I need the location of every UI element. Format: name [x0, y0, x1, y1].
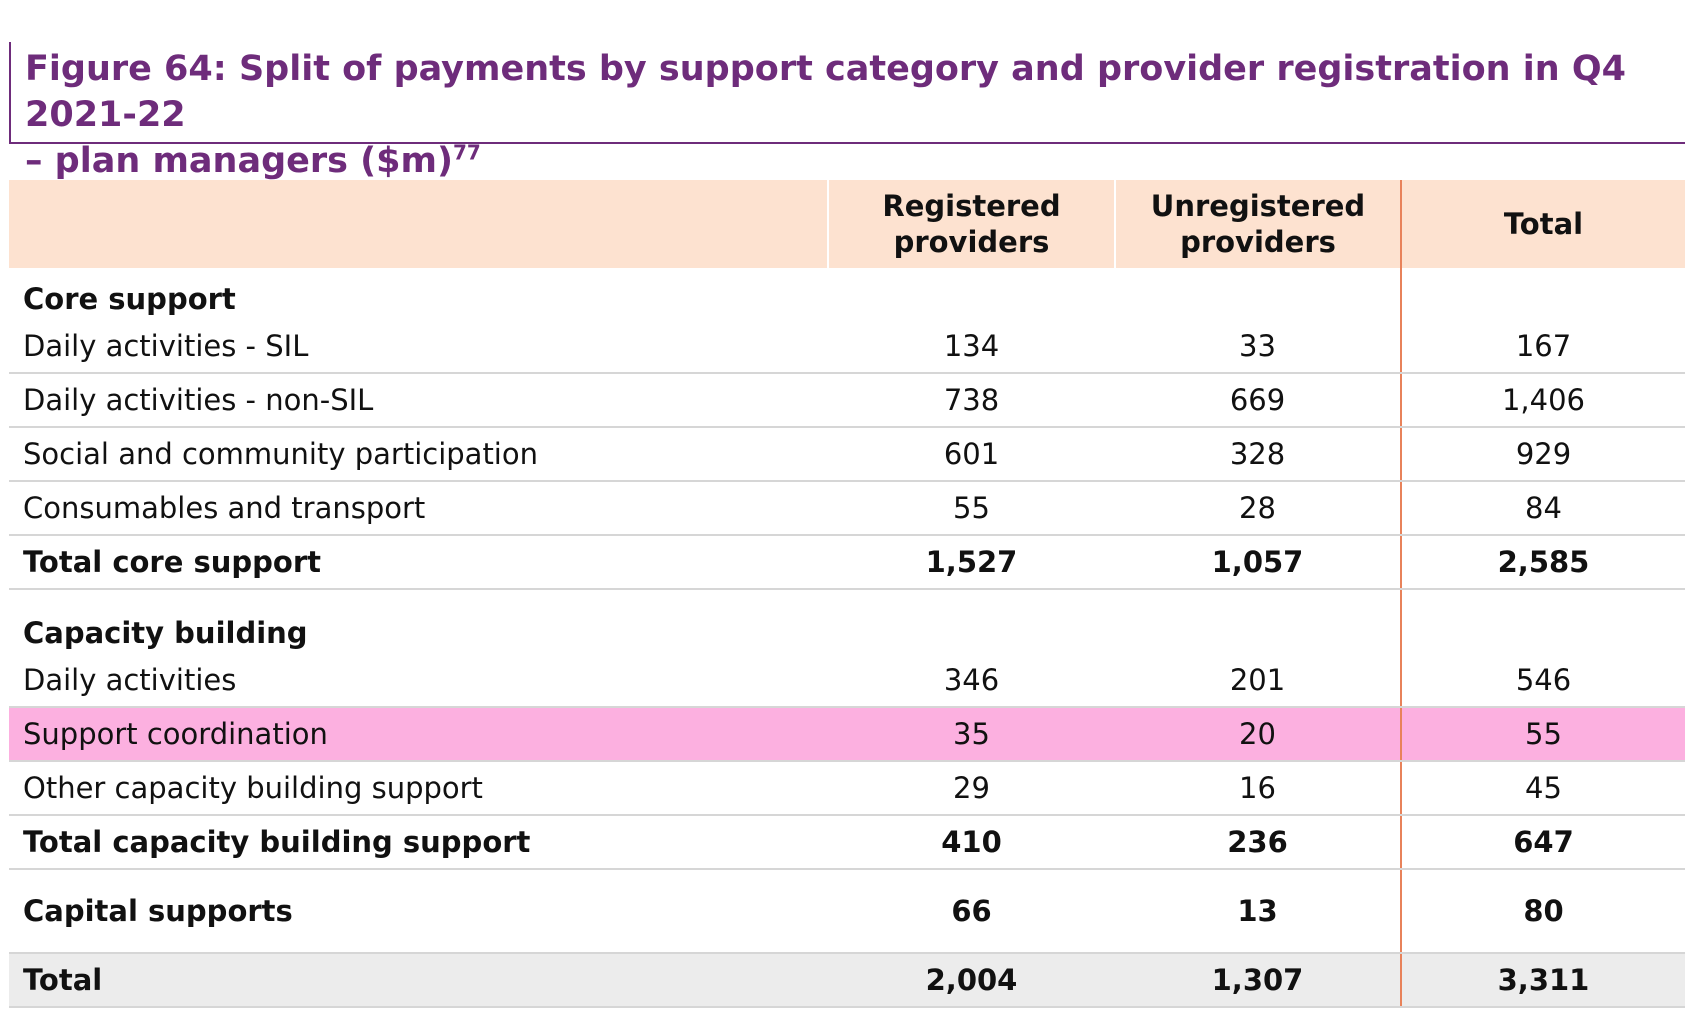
cell-unregistered: 33	[1115, 320, 1401, 374]
header-registered-l1: Registered	[882, 189, 1061, 223]
table-row: Social and community participation 601 328…	[9, 427, 1685, 482]
cell-unregistered: 1,307	[1115, 953, 1401, 1008]
cell-unregistered: 669	[1115, 373, 1401, 428]
table-row: Consumables and transport 55 28 84	[9, 481, 1685, 536]
cell-total: 1,406	[1400, 373, 1685, 428]
section-capacity-building: Capacity building	[9, 589, 1685, 654]
header-registered-l2: providers	[893, 225, 1050, 259]
cell-label: Support coordination	[9, 707, 828, 762]
cell-label: Daily activities - non-SIL	[9, 373, 828, 428]
table-row: Other capacity building support 29 16 45	[9, 761, 1685, 816]
header-registered: Registered providers	[827, 180, 1115, 268]
cell-unregistered: 328	[1115, 427, 1401, 482]
cell-registered: 2,004	[828, 953, 1115, 1008]
cell-registered: 29	[828, 761, 1115, 816]
cell-label: Total	[9, 953, 828, 1008]
cell-registered	[828, 589, 1115, 654]
cell-unregistered: 201	[1115, 654, 1401, 708]
cell-registered: 66	[828, 869, 1115, 954]
figure-title: Figure 64: Split of payments by support …	[9, 42, 1685, 181]
cell-registered: 346	[828, 654, 1115, 708]
cell-total: 84	[1400, 481, 1685, 536]
cell-registered: 738	[828, 373, 1115, 428]
cell-registered: 1,527	[828, 535, 1115, 590]
cell-total: 2,585	[1400, 535, 1685, 590]
section-core-support: Core support	[9, 268, 1685, 320]
cell-registered: 55	[828, 481, 1115, 536]
table-row: Daily activities 346 201 546	[9, 654, 1685, 708]
table-row: Daily activities - SIL 134 33 167	[9, 320, 1685, 374]
cell-registered: 35	[828, 707, 1115, 762]
header-unregistered-l1: Unregistered	[1150, 189, 1366, 223]
cell-total	[1400, 268, 1685, 320]
section-heading: Capacity building	[23, 616, 308, 650]
figure-title-line2: – plan managers ($m)	[25, 141, 453, 181]
cell-total: 55	[1400, 707, 1685, 762]
header-total: Total	[1400, 180, 1685, 268]
cell-total: 45	[1400, 761, 1685, 816]
cell-registered: 134	[828, 320, 1115, 374]
section-heading: Core support	[23, 282, 236, 316]
cell-unregistered: 16	[1115, 761, 1401, 816]
cell-registered: 410	[828, 815, 1115, 870]
cell-unregistered: 1,057	[1115, 535, 1401, 590]
row-total-core: Total core support 1,527 1,057 2,585	[9, 535, 1685, 590]
row-total-capacity: Total capacity building support 410 236 647	[9, 815, 1685, 870]
cell-label: Other capacity building support	[9, 761, 828, 816]
cell-registered	[828, 268, 1115, 320]
cell-total	[1400, 589, 1685, 654]
header-unregistered-l2: providers	[1180, 225, 1336, 259]
cell-total: 647	[1400, 815, 1685, 870]
table-row: Support coordination 35 20 55	[9, 707, 1685, 762]
cell-label: Daily activities	[9, 654, 828, 708]
cell-unregistered	[1115, 589, 1401, 654]
cell-unregistered: 20	[1115, 707, 1401, 762]
header-label	[9, 180, 828, 268]
cell-label: Social and community participation	[9, 427, 828, 482]
cell-label: Capital supports	[9, 869, 828, 954]
cell-total: 929	[1400, 427, 1685, 482]
cell-total: 3,311	[1400, 953, 1685, 1008]
figure-title-line1: Figure 64: Split of payments by support …	[25, 49, 1626, 135]
cell-total: 167	[1400, 320, 1685, 374]
header-unregistered: Unregistered providers	[1114, 180, 1401, 268]
footnote-ref: 77	[452, 140, 481, 165]
row-capital-supports: Capital supports 66 13 80	[9, 869, 1685, 954]
payments-table: Registered providers Unregistered provider…	[9, 180, 1685, 1008]
header-row: Registered providers Unregistered provider…	[9, 180, 1685, 268]
cell-unregistered: 236	[1115, 815, 1401, 870]
cell-registered: 601	[828, 427, 1115, 482]
cell-unregistered: 13	[1115, 869, 1401, 954]
cell-total: 80	[1400, 869, 1685, 954]
table-row: Daily activities - non-SIL 738 669 1,406	[9, 373, 1685, 428]
cell-label: Consumables and transport	[9, 481, 828, 536]
cell-unregistered: 28	[1115, 481, 1401, 536]
cell-label: Total core support	[9, 535, 828, 590]
cell-label: Daily activities - SIL	[9, 320, 828, 374]
cell-total: 546	[1400, 654, 1685, 708]
cell-unregistered	[1115, 268, 1401, 320]
row-grand-total: Total 2,004 1,307 3,311	[9, 953, 1685, 1008]
cell-label: Total capacity building support	[9, 815, 828, 870]
